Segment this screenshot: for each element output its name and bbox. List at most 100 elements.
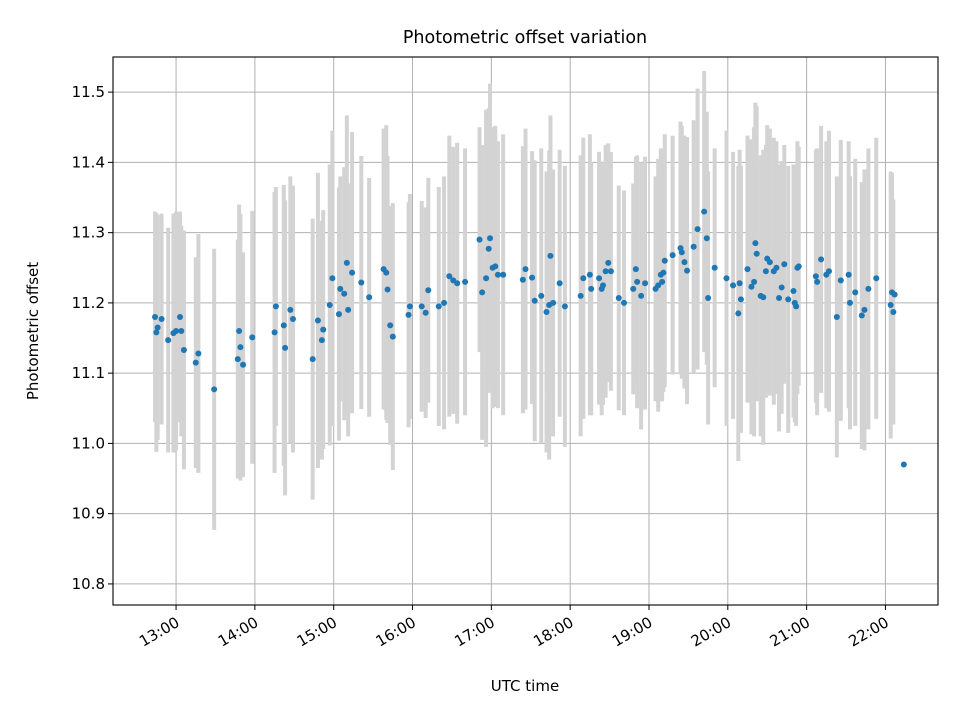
data-point <box>152 313 159 320</box>
data-point <box>694 226 701 233</box>
data-point <box>479 289 486 296</box>
data-point <box>642 280 649 287</box>
data-point <box>446 273 453 280</box>
data-point <box>173 328 180 334</box>
data-point <box>335 311 342 318</box>
data-point <box>752 240 759 247</box>
data-point <box>711 264 718 271</box>
data-point <box>773 264 780 271</box>
data-point <box>309 356 316 363</box>
data-point <box>462 278 469 285</box>
data-point <box>556 280 563 287</box>
data-point <box>669 252 676 259</box>
data-point <box>678 249 685 256</box>
data-point <box>454 280 461 287</box>
data-point <box>825 268 832 275</box>
data-point <box>314 317 321 324</box>
data-point <box>343 259 350 266</box>
data-point <box>492 263 499 270</box>
data-point <box>180 346 187 353</box>
data-point <box>661 257 668 264</box>
data-point <box>852 289 859 296</box>
data-point <box>289 316 296 323</box>
data-point <box>605 259 612 266</box>
data-point <box>435 303 442 310</box>
data-point <box>638 292 645 299</box>
data-point <box>211 386 218 393</box>
data-point <box>485 245 492 252</box>
data-point <box>660 269 667 276</box>
data-point <box>790 287 797 294</box>
data-point <box>705 294 712 301</box>
data-point <box>287 306 294 313</box>
data-point <box>818 256 825 263</box>
data-point <box>861 306 868 313</box>
y-tick-label: 11.3 <box>72 224 105 242</box>
data-point <box>865 285 872 292</box>
data-point <box>659 278 666 285</box>
data-point <box>418 303 425 310</box>
data-point <box>519 276 526 283</box>
data-point <box>615 294 622 301</box>
data-point <box>345 306 352 313</box>
y-tick-label: 11.5 <box>72 83 105 101</box>
data-point <box>873 275 880 282</box>
data-point <box>887 302 894 309</box>
data-point <box>762 268 769 275</box>
data-point <box>476 236 483 243</box>
data-point <box>900 461 907 468</box>
data-point <box>588 285 595 292</box>
data-point <box>812 273 819 280</box>
y-axis-label: Photometric offset <box>24 262 42 400</box>
data-point <box>547 252 554 259</box>
data-point <box>349 269 356 276</box>
data-point <box>684 267 691 274</box>
data-point <box>778 284 785 291</box>
data-point <box>630 285 637 292</box>
data-point <box>550 299 557 306</box>
data-point <box>383 269 390 276</box>
data-point <box>425 287 432 294</box>
data-point <box>751 278 758 285</box>
data-point <box>580 275 587 282</box>
data-point <box>577 292 584 299</box>
data-point <box>271 329 278 336</box>
data-point <box>153 329 160 336</box>
data-point <box>405 311 412 318</box>
data-point <box>280 322 287 329</box>
data-point <box>781 261 788 268</box>
data-point <box>703 235 710 242</box>
data-point <box>237 344 244 351</box>
data-point <box>406 303 413 310</box>
data-point <box>318 337 325 344</box>
data-point <box>837 277 844 284</box>
data-point <box>494 271 501 278</box>
data-point <box>890 309 897 316</box>
chart-title: Photometric offset variation <box>403 28 647 48</box>
y-tick-label: 11.4 <box>72 153 105 171</box>
data-point <box>600 282 607 289</box>
data-point <box>858 312 865 319</box>
data-point <box>337 285 344 292</box>
data-point <box>531 297 538 304</box>
data-point <box>176 313 183 320</box>
data-point <box>320 326 327 333</box>
data-point <box>793 303 800 310</box>
data-point <box>236 328 243 334</box>
data-point <box>776 294 783 301</box>
data-point <box>846 299 853 306</box>
data-point <box>240 361 247 368</box>
data-point <box>634 278 641 285</box>
data-point <box>158 316 165 323</box>
data-point <box>249 334 256 341</box>
data-point <box>272 303 279 310</box>
y-tick-label: 11.2 <box>72 294 105 312</box>
y-axis: 10.8 10.9 11.0 11.1 11.2 11.3 11.4 11.5 <box>72 83 113 593</box>
data-point <box>341 290 348 297</box>
data-point <box>487 235 494 242</box>
data-point <box>730 282 737 289</box>
data-point <box>586 271 593 278</box>
data-point <box>833 313 840 320</box>
data-point <box>795 263 802 270</box>
